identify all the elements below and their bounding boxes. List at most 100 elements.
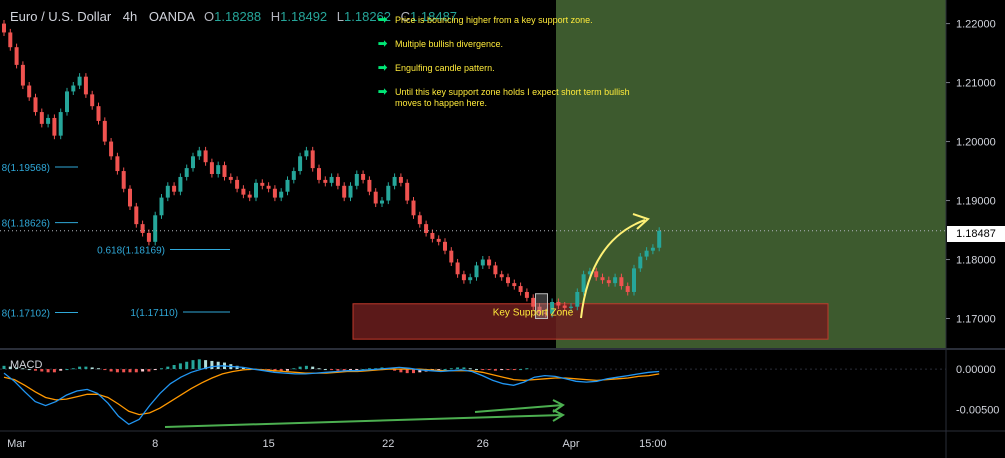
low-key: L — [336, 9, 345, 24]
candle-body — [27, 85, 32, 98]
note-text: Multiple bullish divergence. — [395, 39, 504, 49]
macd-histogram-bar — [279, 369, 283, 372]
macd-histogram-bar — [317, 368, 321, 370]
candle-body — [411, 200, 416, 216]
interval-label[interactable]: 4h — [122, 9, 138, 24]
macd-histogram-bar — [65, 369, 69, 371]
macd-histogram-bar — [336, 369, 340, 371]
macd-histogram-bar — [355, 369, 359, 371]
candle-body — [197, 150, 202, 157]
candle-body — [367, 179, 372, 192]
candle-body — [146, 232, 151, 242]
macd-tick-label: 0.00000 — [956, 364, 996, 376]
note-item: ➡ Multiple bullish divergence. — [378, 39, 648, 50]
candle-body — [172, 185, 177, 192]
candle-body — [228, 176, 233, 180]
macd-histogram-bar — [52, 369, 56, 373]
candle-body — [550, 301, 555, 314]
candle-body — [279, 191, 284, 198]
projection-arrow — [580, 219, 646, 319]
macd-histogram-bar — [27, 369, 31, 371]
macd-histogram-bar — [443, 369, 447, 371]
macd-histogram-bar — [493, 369, 497, 371]
candle-body — [632, 268, 636, 292]
candle-body — [543, 312, 548, 314]
candle-body — [638, 256, 643, 269]
candle-body — [348, 185, 353, 198]
candle-body — [600, 277, 605, 281]
candle-body — [619, 277, 624, 287]
macd-indicator-label[interactable]: MACD — [10, 359, 43, 371]
time-tick-label: 26 — [477, 438, 489, 450]
price-tick-label: 1.19000 — [956, 196, 996, 208]
candle-body — [443, 241, 447, 251]
macd-histogram-bar — [525, 368, 529, 370]
macd-histogram-bar — [286, 369, 289, 371]
macd-histogram-bar — [512, 369, 516, 371]
candle-body — [14, 47, 19, 65]
macd-histogram-bar — [191, 360, 195, 370]
high-key: H — [270, 9, 281, 24]
candle-body — [216, 165, 221, 174]
macd-histogram-bar — [399, 369, 403, 373]
fib-level-label: 1(1.17110) — [130, 308, 178, 319]
note-text: Price is bouncing higher from a key supp… — [395, 15, 593, 25]
time-tick-label: 22 — [382, 438, 394, 450]
macd-histogram-bar — [178, 363, 182, 370]
candle-body — [323, 179, 328, 183]
candle-body — [524, 291, 529, 298]
macd-histogram-bar — [367, 368, 371, 370]
candle-body — [52, 117, 57, 136]
candle-body — [657, 230, 662, 248]
macd-histogram-bar — [449, 368, 453, 370]
macd-histogram-bar — [84, 366, 88, 370]
candle-body — [298, 156, 303, 172]
macd-histogram-bar — [128, 369, 132, 373]
macd-histogram-bar — [166, 366, 170, 370]
candle-body — [159, 197, 164, 216]
candle-body — [65, 91, 69, 113]
candle-body — [518, 286, 523, 292]
candle-body — [354, 174, 359, 186]
divergence-arrow-icon — [552, 409, 566, 422]
macd-histogram-bar — [210, 360, 214, 370]
macd-histogram-bar — [34, 369, 37, 371]
macd-histogram-bar — [40, 369, 44, 372]
target-zone — [556, 0, 946, 348]
macd-histogram-bar — [405, 369, 409, 374]
fib-level-label: 8(1.19568) — [2, 163, 50, 174]
green-arrow-icon: ➡ — [378, 38, 388, 50]
support-zone — [352, 303, 829, 340]
low-value: 1.18262 — [344, 9, 392, 24]
candle-body — [241, 188, 246, 195]
macd-histogram-bar — [361, 369, 365, 371]
candle-body — [46, 117, 51, 124]
candle-body — [499, 274, 504, 278]
signal-line — [3, 368, 660, 416]
macd-histogram-bar — [475, 369, 478, 371]
macd-histogram-bar — [122, 369, 126, 373]
candle-body — [392, 176, 397, 186]
time-tick-label: Mar — [7, 438, 26, 450]
candle-body — [165, 185, 170, 198]
candle-body — [625, 286, 630, 292]
time-tick-label: 15:00 — [639, 438, 667, 450]
divergence-line — [474, 404, 564, 413]
macd-histogram-bar — [349, 369, 352, 371]
time-tick-label: 8 — [152, 438, 158, 450]
macd-histogram-bar — [147, 369, 151, 372]
candle-body — [191, 156, 195, 169]
macd-histogram-bar — [185, 361, 189, 370]
macd-histogram-bar — [109, 369, 113, 372]
note-text: Engulfing candle pattern. — [395, 63, 495, 73]
last-price-tag: 1.18487 — [947, 226, 1005, 242]
candle-body — [109, 141, 114, 157]
macd-histogram-bar — [519, 369, 523, 371]
macd-histogram-bar — [153, 369, 157, 371]
candle-body — [20, 64, 25, 86]
symbol-name[interactable]: Euro / U.S. Dollar — [10, 9, 112, 24]
candle-body — [487, 259, 492, 266]
broker-label: OANDA — [148, 9, 195, 24]
macd-histogram-bar — [292, 368, 296, 370]
